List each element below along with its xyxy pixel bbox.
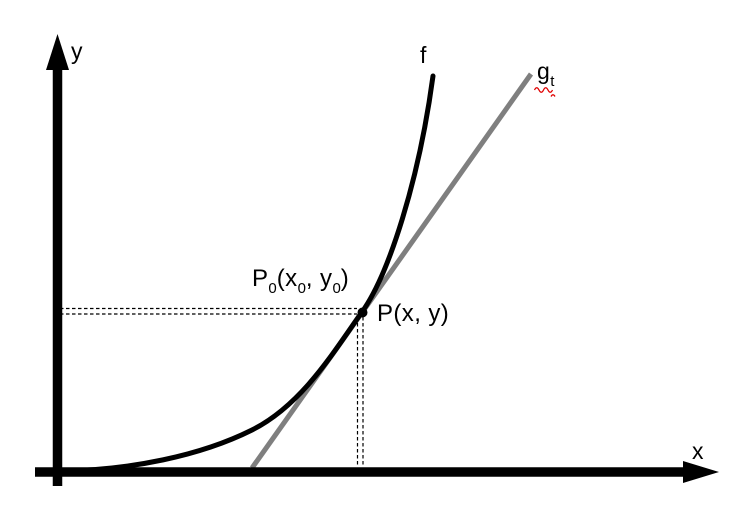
p0-y-subscript: 0 (332, 280, 341, 297)
point-p0-label: P0(x0, y0) (252, 265, 350, 297)
function-curve (59, 73, 436, 474)
tangent-label-subscript: t (550, 73, 555, 90)
tangent-point-dot (357, 307, 368, 318)
curve-label: f (420, 42, 427, 68)
p0-x-subscript: 0 (297, 280, 306, 297)
x-axis-label: x (692, 438, 704, 464)
tangent-line (249, 72, 534, 470)
p0-seg1: (x (276, 265, 298, 292)
p0-seg3: ) (340, 265, 350, 292)
point-p-label: P(x, y) (377, 300, 450, 327)
p0-seg2: , y (305, 265, 333, 292)
spellcheck-squiggle-g-icon (533, 87, 554, 93)
spellcheck-squiggle-t-icon (550, 94, 556, 97)
tangent-label-base: g (537, 58, 551, 84)
y-axis-arrowhead-icon (46, 34, 69, 70)
p0-base: P (252, 265, 269, 292)
p0-base-subscript: 0 (268, 280, 277, 297)
tangent-label: gt (537, 58, 555, 90)
x-axis-arrowhead-icon (683, 461, 719, 483)
y-axis-label: y (71, 38, 83, 64)
